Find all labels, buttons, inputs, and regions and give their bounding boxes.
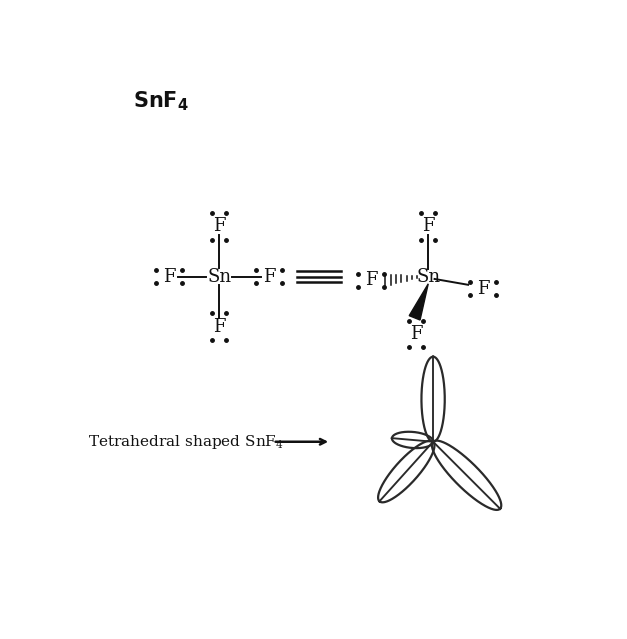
Text: F: F <box>263 268 276 286</box>
Text: Sn: Sn <box>416 268 440 286</box>
Text: Sn: Sn <box>208 268 231 286</box>
Text: Tetrahedral shaped $\mathregular{SnF_4}$: Tetrahedral shaped $\mathregular{SnF_4}$ <box>88 433 284 450</box>
Text: F: F <box>213 217 226 236</box>
Text: F: F <box>477 280 490 298</box>
Polygon shape <box>409 284 428 320</box>
Text: F: F <box>365 272 377 289</box>
Text: F: F <box>410 325 423 343</box>
Text: $\mathbf{SnF_4}$: $\mathbf{SnF_4}$ <box>133 90 189 113</box>
Text: F: F <box>422 217 435 236</box>
Text: F: F <box>213 318 226 335</box>
Text: F: F <box>163 268 176 286</box>
